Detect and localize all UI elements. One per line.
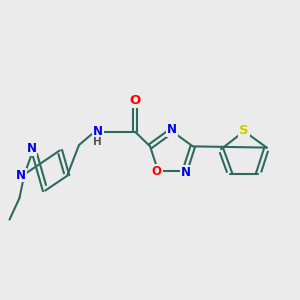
Text: H: H bbox=[93, 137, 102, 147]
Text: S: S bbox=[239, 124, 249, 137]
Text: O: O bbox=[152, 165, 162, 178]
Text: N: N bbox=[26, 142, 36, 155]
Text: N: N bbox=[167, 123, 177, 136]
Text: O: O bbox=[130, 94, 141, 107]
Text: N: N bbox=[93, 125, 103, 138]
Text: N: N bbox=[16, 169, 26, 182]
Text: N: N bbox=[181, 166, 191, 179]
